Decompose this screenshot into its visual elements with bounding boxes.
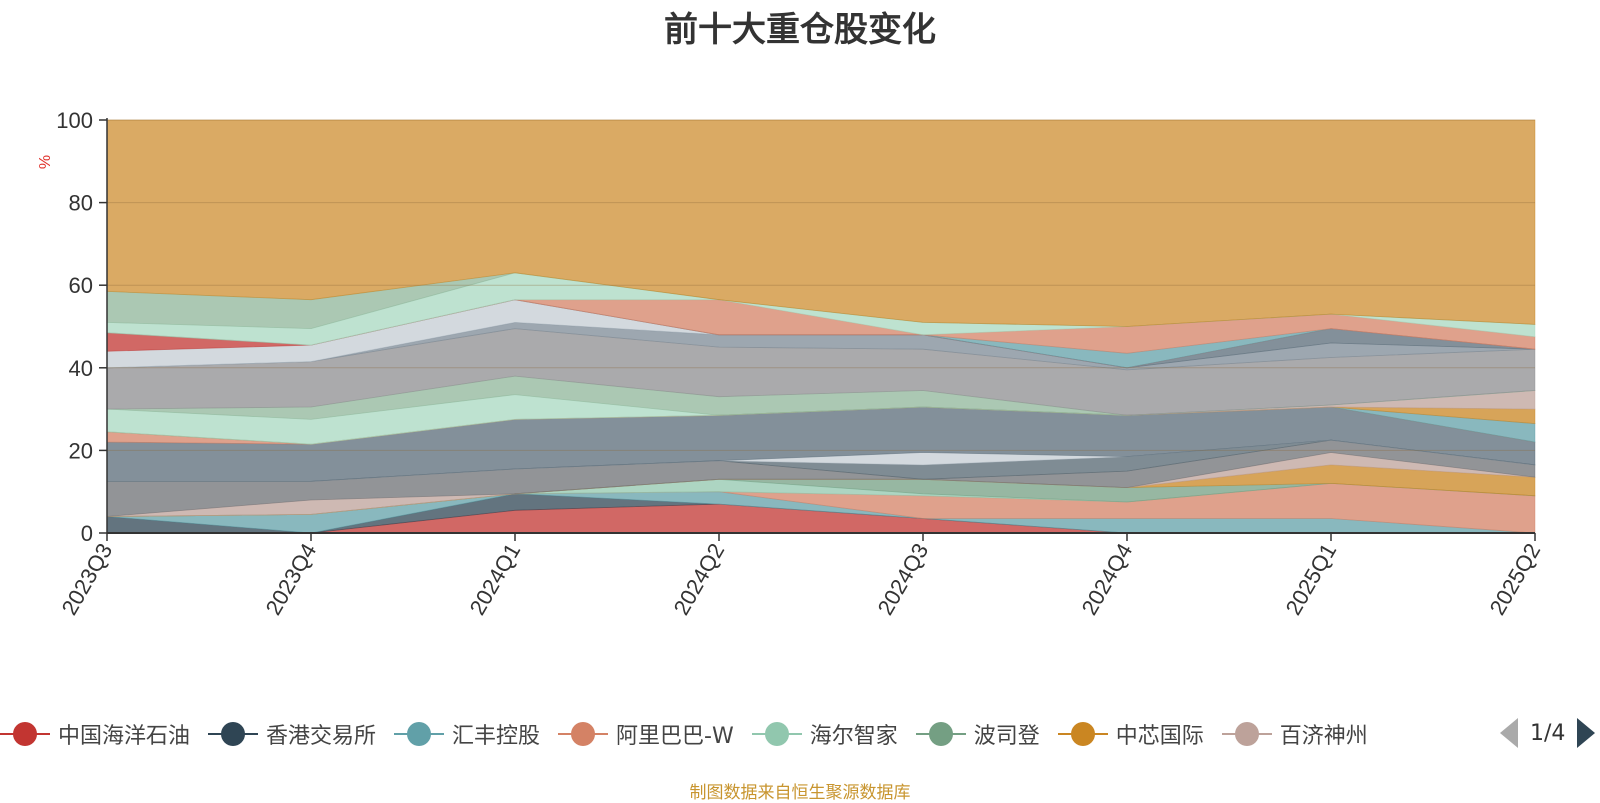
y-tick-label: 40	[69, 356, 93, 381]
legend-label: 汇丰控股	[452, 724, 541, 749]
x-tick-label: 2023Q3	[57, 539, 118, 619]
legend-pager: 1/4	[1500, 718, 1596, 748]
source-note: 制图数据来自恒生聚源数据库	[689, 783, 911, 803]
y-tick-label: 0	[81, 521, 93, 546]
legend-marker-icon	[915, 722, 966, 746]
x-tick-label: 2023Q4	[261, 539, 322, 619]
x-tick-label: 2025Q2	[1485, 539, 1546, 619]
area-layer	[106, 119, 1536, 327]
legend-marker-icon	[394, 722, 445, 746]
legend-item[interactable]: 阿里巴巴-W	[558, 718, 734, 750]
legend-marker-icon	[1057, 722, 1108, 746]
y-axis-unit-label: %	[37, 155, 54, 169]
legend-label: 百济神州	[1279, 724, 1368, 749]
chart-gridlines	[107, 119, 1535, 451]
legend-marker-icon	[751, 722, 802, 746]
legend-item[interactable]: 波司登	[915, 718, 1040, 750]
chart-areas	[106, 119, 1536, 534]
legend-label: 中芯国际	[1115, 724, 1204, 749]
x-tick-label: 2024Q4	[1077, 539, 1138, 619]
legend-item[interactable]: 汇丰控股	[394, 718, 540, 750]
x-tick-label: 2025Q1	[1281, 539, 1342, 619]
y-tick-label: 100	[56, 108, 93, 133]
legend-item[interactable]: 香港交易所	[208, 718, 376, 750]
legend-item[interactable]: 海尔智家	[751, 718, 898, 750]
legend-item[interactable]: 中国海洋石油	[0, 718, 190, 750]
legend-label: 阿里巴巴-W	[616, 724, 734, 749]
x-tick-label: 2024Q2	[669, 539, 730, 619]
legend-label: 香港交易所	[266, 724, 377, 749]
y-tick-label: 20	[69, 438, 93, 463]
page-indicator: 1/4	[1530, 720, 1566, 746]
legend-marker-icon	[0, 722, 50, 746]
y-tick-label: 60	[69, 273, 93, 298]
chart-title: 前十大重仓股变化	[664, 10, 936, 50]
legend-label: 中国海洋石油	[58, 724, 191, 749]
page-next-icon[interactable]	[1577, 718, 1596, 748]
legend-item[interactable]: 百济神州	[1221, 718, 1368, 750]
x-tick-label: 2024Q1	[465, 539, 526, 619]
legend: 中国海洋石油 香港交易所 汇丰控股 阿里巴巴-W 海尔智家 波司登 中芯国际 百济神州	[0, 716, 1386, 752]
legend-label: 波司登	[973, 724, 1040, 749]
legend-marker-icon	[558, 722, 609, 746]
legend-marker-icon	[1221, 722, 1272, 746]
legend-label: 海尔智家	[809, 724, 898, 749]
legend-item[interactable]: 中芯国际	[1057, 718, 1204, 750]
page-prev-icon[interactable]	[1500, 718, 1518, 748]
y-tick-label: 80	[69, 191, 93, 216]
legend-marker-icon	[208, 722, 259, 746]
x-tick-label: 2024Q3	[873, 539, 934, 619]
